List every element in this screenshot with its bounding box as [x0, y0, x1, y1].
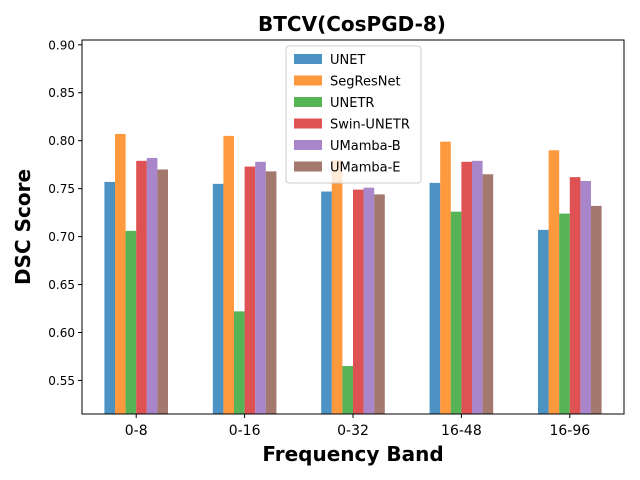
legend-label-umamba-b: UMamba-B — [330, 139, 401, 154]
bar-segresnet-0-8 — [115, 133, 126, 415]
legend-label-unetr: UNETR — [330, 96, 374, 111]
bar-umamba-b-0-32 — [363, 187, 375, 414]
y-tick-label: 0.90 — [48, 38, 75, 52]
y-axis-ticks: 0.55 0.60 0.65 0.70 0.75 0.80 0.85 0.90 — [48, 38, 82, 388]
bar-segresnet-0-32 — [331, 159, 343, 414]
legend-swatch-swin-unetr — [294, 118, 322, 129]
legend-label-segresnet: SegResNet — [330, 75, 401, 90]
chart-title: BTCV(CosPGD-8) — [258, 12, 446, 36]
legend: UNET SegResNet UNETR Swin-UNETR UMamba-B UMam… — [285, 45, 422, 184]
bar-swin-unetr-16-96 — [569, 177, 581, 414]
bar-unet-0-16 — [212, 183, 224, 414]
plot-frame — [81, 39, 625, 415]
y-tick-label: 0.60 — [48, 326, 75, 340]
bar-swin-unetr-0-16 — [244, 166, 256, 414]
bar-umamba-b-0-8 — [146, 157, 158, 414]
y-tick-label: 0.70 — [48, 230, 75, 244]
legend-label-swin-unetr: Swin-UNETR — [330, 118, 410, 133]
bar-umamba-e-0-16 — [265, 171, 277, 414]
legend-label-unet: UNET — [330, 53, 365, 68]
x-tick-label: 16-48 — [441, 423, 482, 439]
bar-segresnet-16-96 — [548, 150, 560, 414]
bar-unetr-0-16 — [234, 311, 245, 414]
legend-swatch-unet — [294, 54, 322, 64]
bar-umamba-b-16-48 — [472, 160, 483, 414]
x-axis-label: Frequency Band — [262, 442, 443, 466]
y-tick-label: 0.85 — [48, 86, 75, 100]
bar-umamba-e-0-32 — [374, 194, 385, 414]
legend-swatch-umamba-e — [294, 161, 322, 172]
bar-segresnet-16-48 — [440, 141, 451, 414]
y-tick-label: 0.80 — [48, 134, 75, 148]
bar-unetr-16-48 — [450, 211, 462, 414]
bar-umamba-e-16-48 — [482, 174, 494, 414]
bar-umamba-e-0-8 — [157, 169, 168, 414]
bar-swin-unetr-16-48 — [461, 161, 472, 414]
x-tick-label: 0-16 — [229, 423, 261, 439]
legend-swatch-segresnet — [294, 75, 322, 86]
bar-umamba-b-16-96 — [580, 180, 591, 414]
y-tick-label: 0.75 — [48, 182, 75, 196]
bar-unetr-0-8 — [125, 230, 137, 414]
x-tick-label: 0-8 — [125, 423, 148, 439]
bar-swin-unetr-0-32 — [353, 189, 364, 414]
y-tick-label: 0.65 — [48, 278, 75, 292]
bar-segresnet-0-16 — [223, 135, 234, 414]
legend-swatch-unetr — [294, 97, 322, 107]
y-axis-label: DSC Score — [11, 169, 35, 285]
bar-swin-unetr-0-8 — [136, 160, 147, 414]
bar-unet-0-32 — [321, 191, 332, 414]
bar-umamba-b-0-16 — [255, 161, 266, 414]
bar-unet-16-96 — [538, 229, 549, 414]
x-tick-label: 0-32 — [337, 423, 369, 439]
bar-umamba-e-16-96 — [591, 205, 602, 414]
y-tick-label: 0.55 — [48, 374, 75, 388]
bars-group — [104, 133, 602, 415]
bar-unetr-16-96 — [559, 213, 570, 414]
bar-unet-0-8 — [104, 181, 115, 414]
bar-unet-16-48 — [429, 182, 441, 414]
x-tick-label: 16-96 — [549, 423, 590, 439]
bar-unetr-0-32 — [342, 366, 353, 414]
legend-swatch-umamba-b — [294, 140, 322, 150]
x-axis-ticks: 0-8 0-16 0-32 16-48 16-96 — [125, 414, 590, 439]
legend-label-umamba-e: UMamba-E — [330, 161, 400, 176]
